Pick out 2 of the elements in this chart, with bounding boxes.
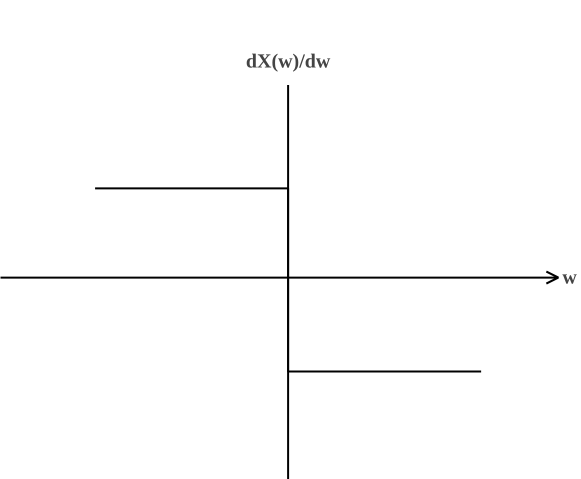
text: dX(w)/dw — [246, 50, 331, 73]
x-axis-title: w — [562, 266, 578, 289]
